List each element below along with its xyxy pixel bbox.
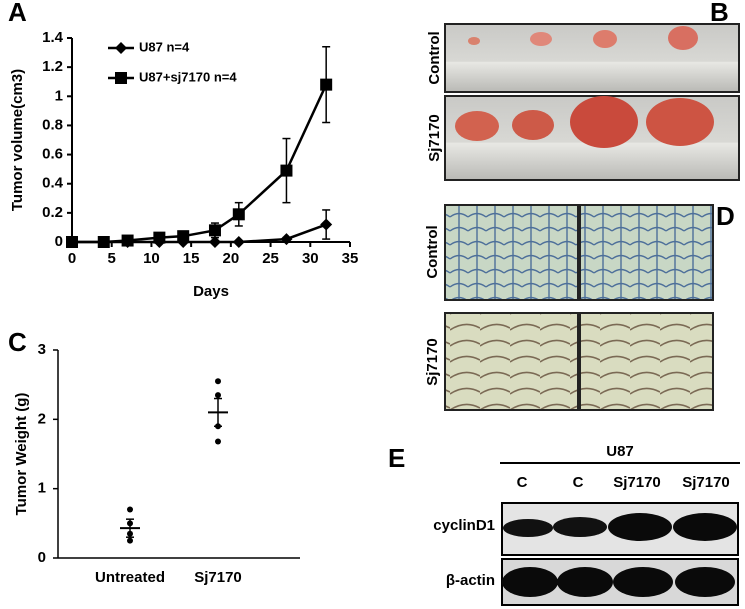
row-label: β-actin — [446, 572, 495, 589]
y-tick-label: 1 — [55, 87, 63, 104]
micrographs-d — [444, 204, 714, 411]
western-blot — [500, 462, 740, 606]
data-point — [215, 423, 221, 430]
data-point — [127, 537, 133, 544]
lane-label: Sj7170 — [613, 474, 661, 491]
data-point — [215, 378, 221, 385]
data-point — [127, 530, 133, 537]
lane-label: Sj7170 — [682, 474, 730, 491]
y-tick-label: 0 — [38, 549, 46, 566]
row-label: Sj7170 — [426, 114, 443, 162]
y-axis-label: Tumor Weight (g) — [13, 393, 30, 516]
marker — [320, 78, 333, 91]
legend-label: U87+sj7170 n=4 — [139, 69, 237, 84]
series-line — [72, 84, 328, 244]
marker — [320, 218, 333, 231]
y-tick-label: 0.6 — [42, 146, 63, 163]
x-tick-label: 5 — [108, 250, 116, 267]
y-tick-label: 1.2 — [42, 58, 63, 75]
panel-letter: B — [710, 0, 729, 27]
marker — [280, 164, 293, 177]
x-tick-label: 30 — [302, 250, 319, 267]
lane-label: C — [573, 474, 584, 491]
x-tick-label: 10 — [143, 250, 160, 267]
legend-marker — [115, 42, 127, 54]
marker — [280, 233, 293, 246]
x-tick-label: Untreated — [95, 569, 165, 586]
y-tick-label: 0.8 — [42, 116, 63, 133]
panel-letter: A — [8, 0, 27, 27]
y-tick-label: 1.4 — [42, 29, 64, 46]
row-label: cyclinD1 — [433, 517, 495, 534]
y-axis-label: Tumor volume(cm3) — [9, 69, 26, 211]
panel-letter: E — [388, 443, 405, 473]
x-axis-label: Days — [193, 283, 229, 300]
marker — [97, 236, 110, 248]
data-point — [215, 438, 221, 445]
marker — [66, 236, 78, 248]
y-tick-label: 3 — [38, 341, 46, 358]
x-tick-label: Sj7170 — [194, 569, 242, 586]
legend-marker — [115, 72, 127, 84]
group-label: U87 — [606, 443, 634, 460]
data-point — [127, 506, 133, 513]
data-point — [215, 392, 221, 399]
x-tick-label: 0 — [68, 250, 76, 267]
legend-label: U87 n=4 — [139, 39, 190, 54]
marker — [177, 230, 190, 243]
panel-letter: D — [716, 201, 735, 231]
y-tick-label: 0.2 — [42, 204, 63, 221]
marker — [232, 236, 245, 248]
row-label: Sj7170 — [424, 338, 441, 386]
row-label: Control — [424, 225, 441, 278]
marker — [153, 231, 166, 244]
y-tick-label: 0.4 — [42, 175, 64, 192]
y-tick-label: 0 — [55, 233, 63, 250]
x-tick-label: 35 — [342, 250, 359, 267]
data-point — [127, 520, 133, 527]
row-label: Control — [426, 31, 443, 84]
y-tick-label: 2 — [38, 410, 46, 427]
x-tick-label: 25 — [262, 250, 279, 267]
x-tick-label: 20 — [223, 250, 240, 267]
x-tick-label: 15 — [183, 250, 200, 267]
lane-label: C — [517, 474, 528, 491]
y-tick-label: 1 — [38, 480, 46, 497]
photo-b — [444, 23, 740, 181]
marker — [121, 234, 134, 247]
marker — [208, 224, 221, 237]
panel-letter: C — [8, 327, 27, 357]
marker — [208, 236, 221, 248]
marker — [232, 208, 245, 221]
